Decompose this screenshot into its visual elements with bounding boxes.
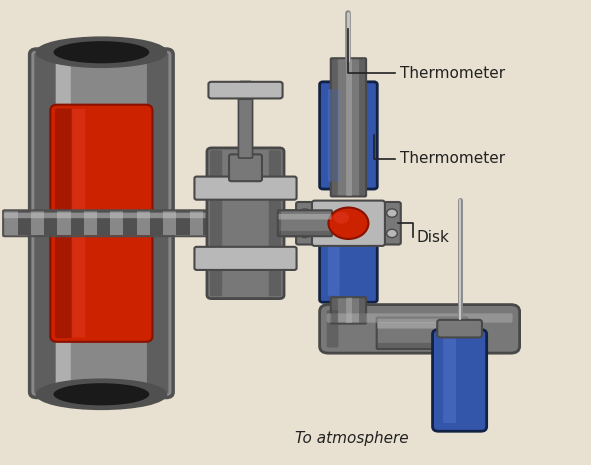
FancyBboxPatch shape [320,305,519,353]
Bar [190,211,203,235]
Bar [31,211,44,235]
FancyBboxPatch shape [320,82,377,189]
Bar [203,211,216,235]
Bar [150,211,163,235]
FancyBboxPatch shape [194,247,297,270]
FancyBboxPatch shape [346,59,352,196]
Bar [216,211,229,235]
FancyBboxPatch shape [327,310,339,348]
Ellipse shape [329,207,368,239]
FancyBboxPatch shape [312,200,385,246]
FancyBboxPatch shape [278,210,332,236]
Bar [242,211,256,235]
Bar [282,211,296,235]
FancyBboxPatch shape [50,105,152,342]
Ellipse shape [334,212,349,224]
Bar [256,211,269,235]
FancyBboxPatch shape [359,59,365,196]
Ellipse shape [37,379,166,409]
FancyBboxPatch shape [210,150,222,296]
FancyBboxPatch shape [56,53,71,393]
Bar [57,211,70,235]
FancyBboxPatch shape [443,338,456,423]
FancyBboxPatch shape [278,214,332,219]
FancyBboxPatch shape [377,322,467,329]
FancyBboxPatch shape [194,177,297,199]
FancyBboxPatch shape [328,89,340,182]
FancyBboxPatch shape [239,81,251,100]
FancyBboxPatch shape [34,53,56,394]
Bar [163,211,176,235]
FancyBboxPatch shape [328,246,340,296]
FancyBboxPatch shape [296,202,317,245]
Bar [137,211,150,235]
Bar [70,211,84,235]
FancyBboxPatch shape [4,213,296,218]
FancyBboxPatch shape [332,298,338,323]
Text: Disk: Disk [417,230,450,245]
Ellipse shape [54,383,150,405]
Text: Thermometer: Thermometer [400,66,505,80]
Bar [269,211,282,235]
FancyBboxPatch shape [377,343,467,349]
FancyBboxPatch shape [320,240,377,302]
FancyBboxPatch shape [332,59,338,196]
Bar [84,211,97,235]
Circle shape [300,229,310,238]
Circle shape [387,229,397,238]
Circle shape [300,209,310,217]
FancyBboxPatch shape [346,298,352,323]
FancyBboxPatch shape [278,231,332,236]
FancyBboxPatch shape [207,148,284,299]
FancyBboxPatch shape [359,298,365,323]
FancyBboxPatch shape [147,53,168,394]
Bar [176,211,190,235]
Bar [110,211,124,235]
FancyBboxPatch shape [331,297,366,324]
FancyBboxPatch shape [376,318,467,349]
FancyBboxPatch shape [30,49,173,398]
FancyBboxPatch shape [72,109,86,338]
Text: To atmosphere: To atmosphere [294,431,408,445]
FancyBboxPatch shape [379,202,401,245]
FancyBboxPatch shape [269,150,281,296]
Bar [4,211,18,235]
Ellipse shape [37,38,166,67]
Bar [124,211,137,235]
Ellipse shape [54,41,150,63]
Bar [44,211,57,235]
FancyBboxPatch shape [229,154,262,181]
FancyBboxPatch shape [433,330,486,431]
Text: Thermometer: Thermometer [400,151,505,166]
FancyBboxPatch shape [327,313,512,323]
FancyBboxPatch shape [238,89,252,158]
Bar [18,211,31,235]
Bar [97,211,110,235]
Circle shape [387,209,397,217]
Bar [229,211,242,235]
FancyBboxPatch shape [331,58,366,196]
FancyBboxPatch shape [209,82,282,99]
FancyBboxPatch shape [55,108,72,338]
FancyBboxPatch shape [437,320,482,338]
